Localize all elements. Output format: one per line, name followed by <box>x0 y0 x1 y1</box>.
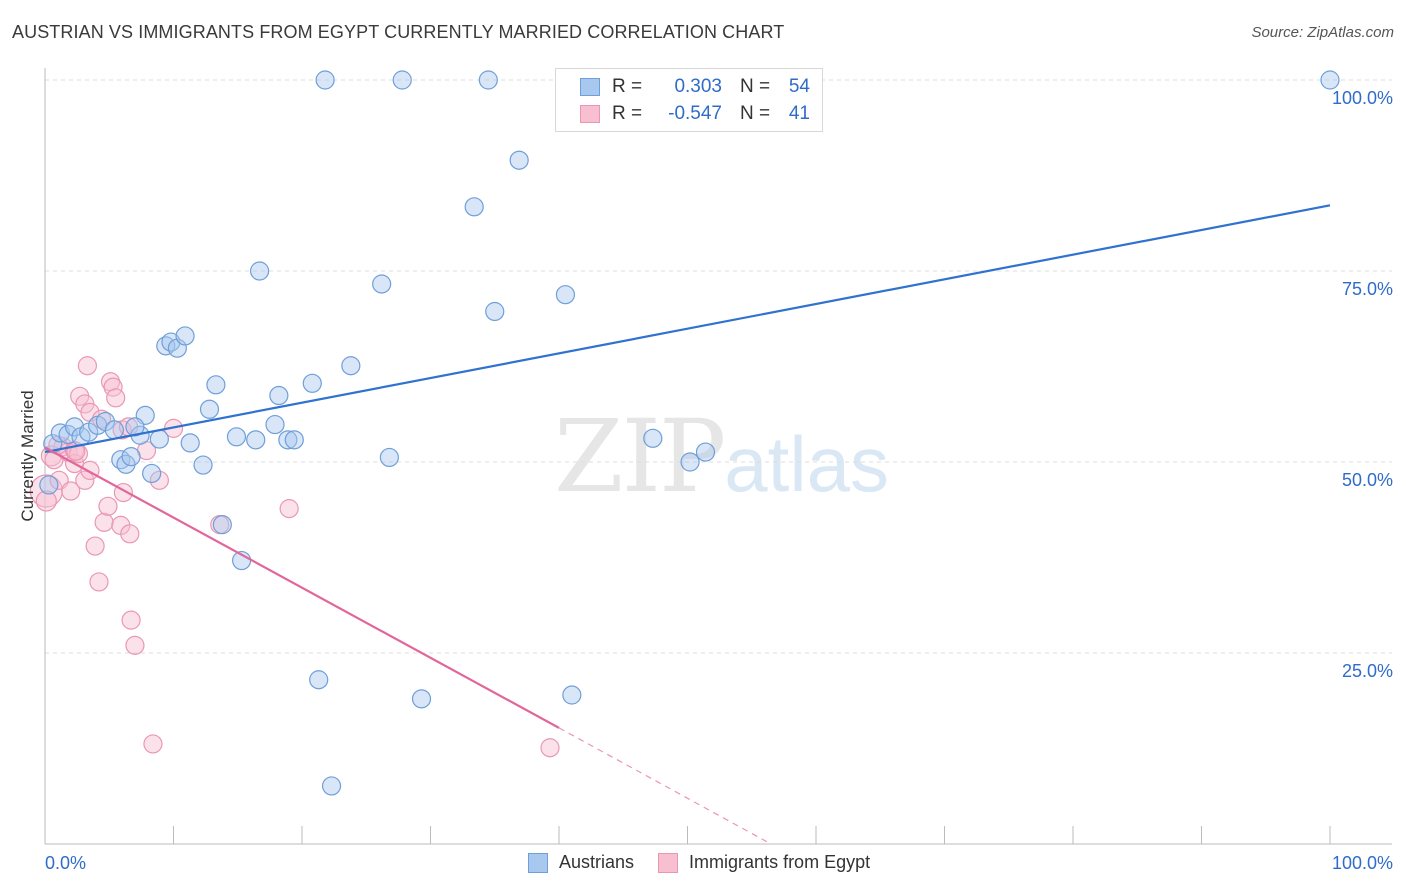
egypt-point <box>89 572 109 592</box>
watermark-atlas: atlas <box>724 420 890 508</box>
austrian-point <box>372 274 392 294</box>
austrian-point <box>509 150 529 170</box>
legend-swatch-pink <box>580 105 600 123</box>
egypt-point <box>85 536 105 556</box>
points-layer <box>29 70 1340 796</box>
egypt-point <box>540 738 560 758</box>
label-layer: 25.0% 50.0% 75.0% 100.0% 0.0% 100.0% <box>45 88 1393 873</box>
egypt-point <box>75 470 95 490</box>
egypt-point <box>121 610 141 630</box>
egypt-point <box>106 388 126 408</box>
y-tick-label: 50.0% <box>1342 470 1393 490</box>
austrian-point <box>39 475 59 495</box>
legend-row-egypt: R = -0.547 N = 41 <box>580 102 810 126</box>
legend-r-label: R = <box>612 76 643 97</box>
austrian-point <box>680 452 700 472</box>
series-legend: Austrians Immigrants from Egypt <box>528 852 894 873</box>
series-swatch-pink <box>658 852 679 873</box>
legend-r-value: 0.303 <box>674 76 722 97</box>
austrian-point <box>315 70 335 90</box>
series-legend-austrians[interactable]: Austrians <box>528 852 634 873</box>
legend-row-austrians: R = 0.303 N = 54 <box>580 75 810 99</box>
y-tick-label: 75.0% <box>1342 279 1393 299</box>
austrian-point <box>464 197 484 217</box>
austrian-point <box>278 430 298 450</box>
egypt-point <box>61 481 81 501</box>
austrian-point <box>643 428 663 448</box>
austrian-point <box>226 427 247 447</box>
y-axis-label: Currently Married <box>18 390 37 522</box>
egypt-point <box>35 490 57 512</box>
egypt-point <box>149 470 169 490</box>
egypt-point <box>279 499 299 519</box>
austrian-point <box>142 463 162 484</box>
x-tick-label: 100.0% <box>1332 853 1393 873</box>
egypt-point <box>143 734 163 754</box>
series-legend-egypt[interactable]: Immigrants from Egypt <box>658 852 870 873</box>
series-legend-label: Austrians <box>559 852 635 872</box>
austrian-point <box>180 433 200 453</box>
austrian-point <box>321 776 342 796</box>
austrian-point <box>485 301 505 322</box>
x-tick-label: 0.0% <box>45 853 86 873</box>
austrian-point <box>341 356 361 376</box>
austrian-point <box>309 670 329 690</box>
austrian-point <box>1320 70 1340 90</box>
trend-layer <box>44 204 1331 845</box>
austrian-point <box>411 689 432 709</box>
series-swatch-blue <box>528 852 548 873</box>
egypt-point <box>94 512 114 532</box>
austrian-point <box>478 70 498 90</box>
austrian-point <box>269 385 289 406</box>
austrian-point <box>695 442 716 462</box>
legend-swatch-blue <box>580 78 600 96</box>
austrian-point <box>193 455 213 475</box>
austrian-point <box>121 447 141 467</box>
austrian-point <box>212 515 232 535</box>
y-tick-label: 25.0% <box>1342 661 1393 681</box>
legend-n-label: N = <box>740 103 771 124</box>
austrian-point <box>265 414 285 435</box>
austrian-point <box>302 373 322 393</box>
egypt-point <box>125 635 145 655</box>
austrian-point <box>199 399 220 419</box>
stats-legend: R = 0.303 N = 54 R = -0.547 N = 41 <box>555 68 823 132</box>
austrian-point <box>246 430 266 450</box>
austrian-point <box>149 429 169 449</box>
austrian-point <box>392 70 412 90</box>
egypt-point <box>98 496 118 516</box>
egypt-point <box>77 356 98 376</box>
austrian-point <box>206 375 226 395</box>
austrian-point <box>104 420 124 440</box>
zipatlas-watermark: ZIPatlas <box>554 398 889 515</box>
egypt-point <box>120 524 140 544</box>
axis-layer <box>44 68 1392 845</box>
legend-n-label: N = <box>740 76 771 97</box>
legend-n-value: 41 <box>788 103 810 124</box>
austrian-point <box>50 423 71 443</box>
series-legend-label: Immigrants from Egypt <box>689 852 871 872</box>
legend-r-value: -0.547 <box>668 103 722 124</box>
austrian-point <box>156 336 176 356</box>
source-credit: Source: ZipAtlas.com <box>1251 24 1394 41</box>
austrian-point <box>379 447 399 468</box>
austrian-point <box>555 285 576 305</box>
chart-title: AUSTRIAN VS IMMIGRANTS FROM EGYPT CURREN… <box>12 22 785 42</box>
austrian-point <box>64 417 85 437</box>
egypt-trendline-extension <box>558 727 772 845</box>
legend-n-value: 54 <box>788 76 810 97</box>
austrian-point <box>284 430 304 450</box>
egypt-trendline <box>44 446 560 729</box>
y-tick-label: 100.0% <box>1332 88 1393 108</box>
austrian-point <box>167 338 187 358</box>
austrian-trendline <box>44 204 1331 454</box>
austrian-point <box>562 685 582 705</box>
legend-r-label: R = <box>612 103 643 124</box>
austrian-point <box>249 261 270 281</box>
austrian-point <box>175 326 195 346</box>
